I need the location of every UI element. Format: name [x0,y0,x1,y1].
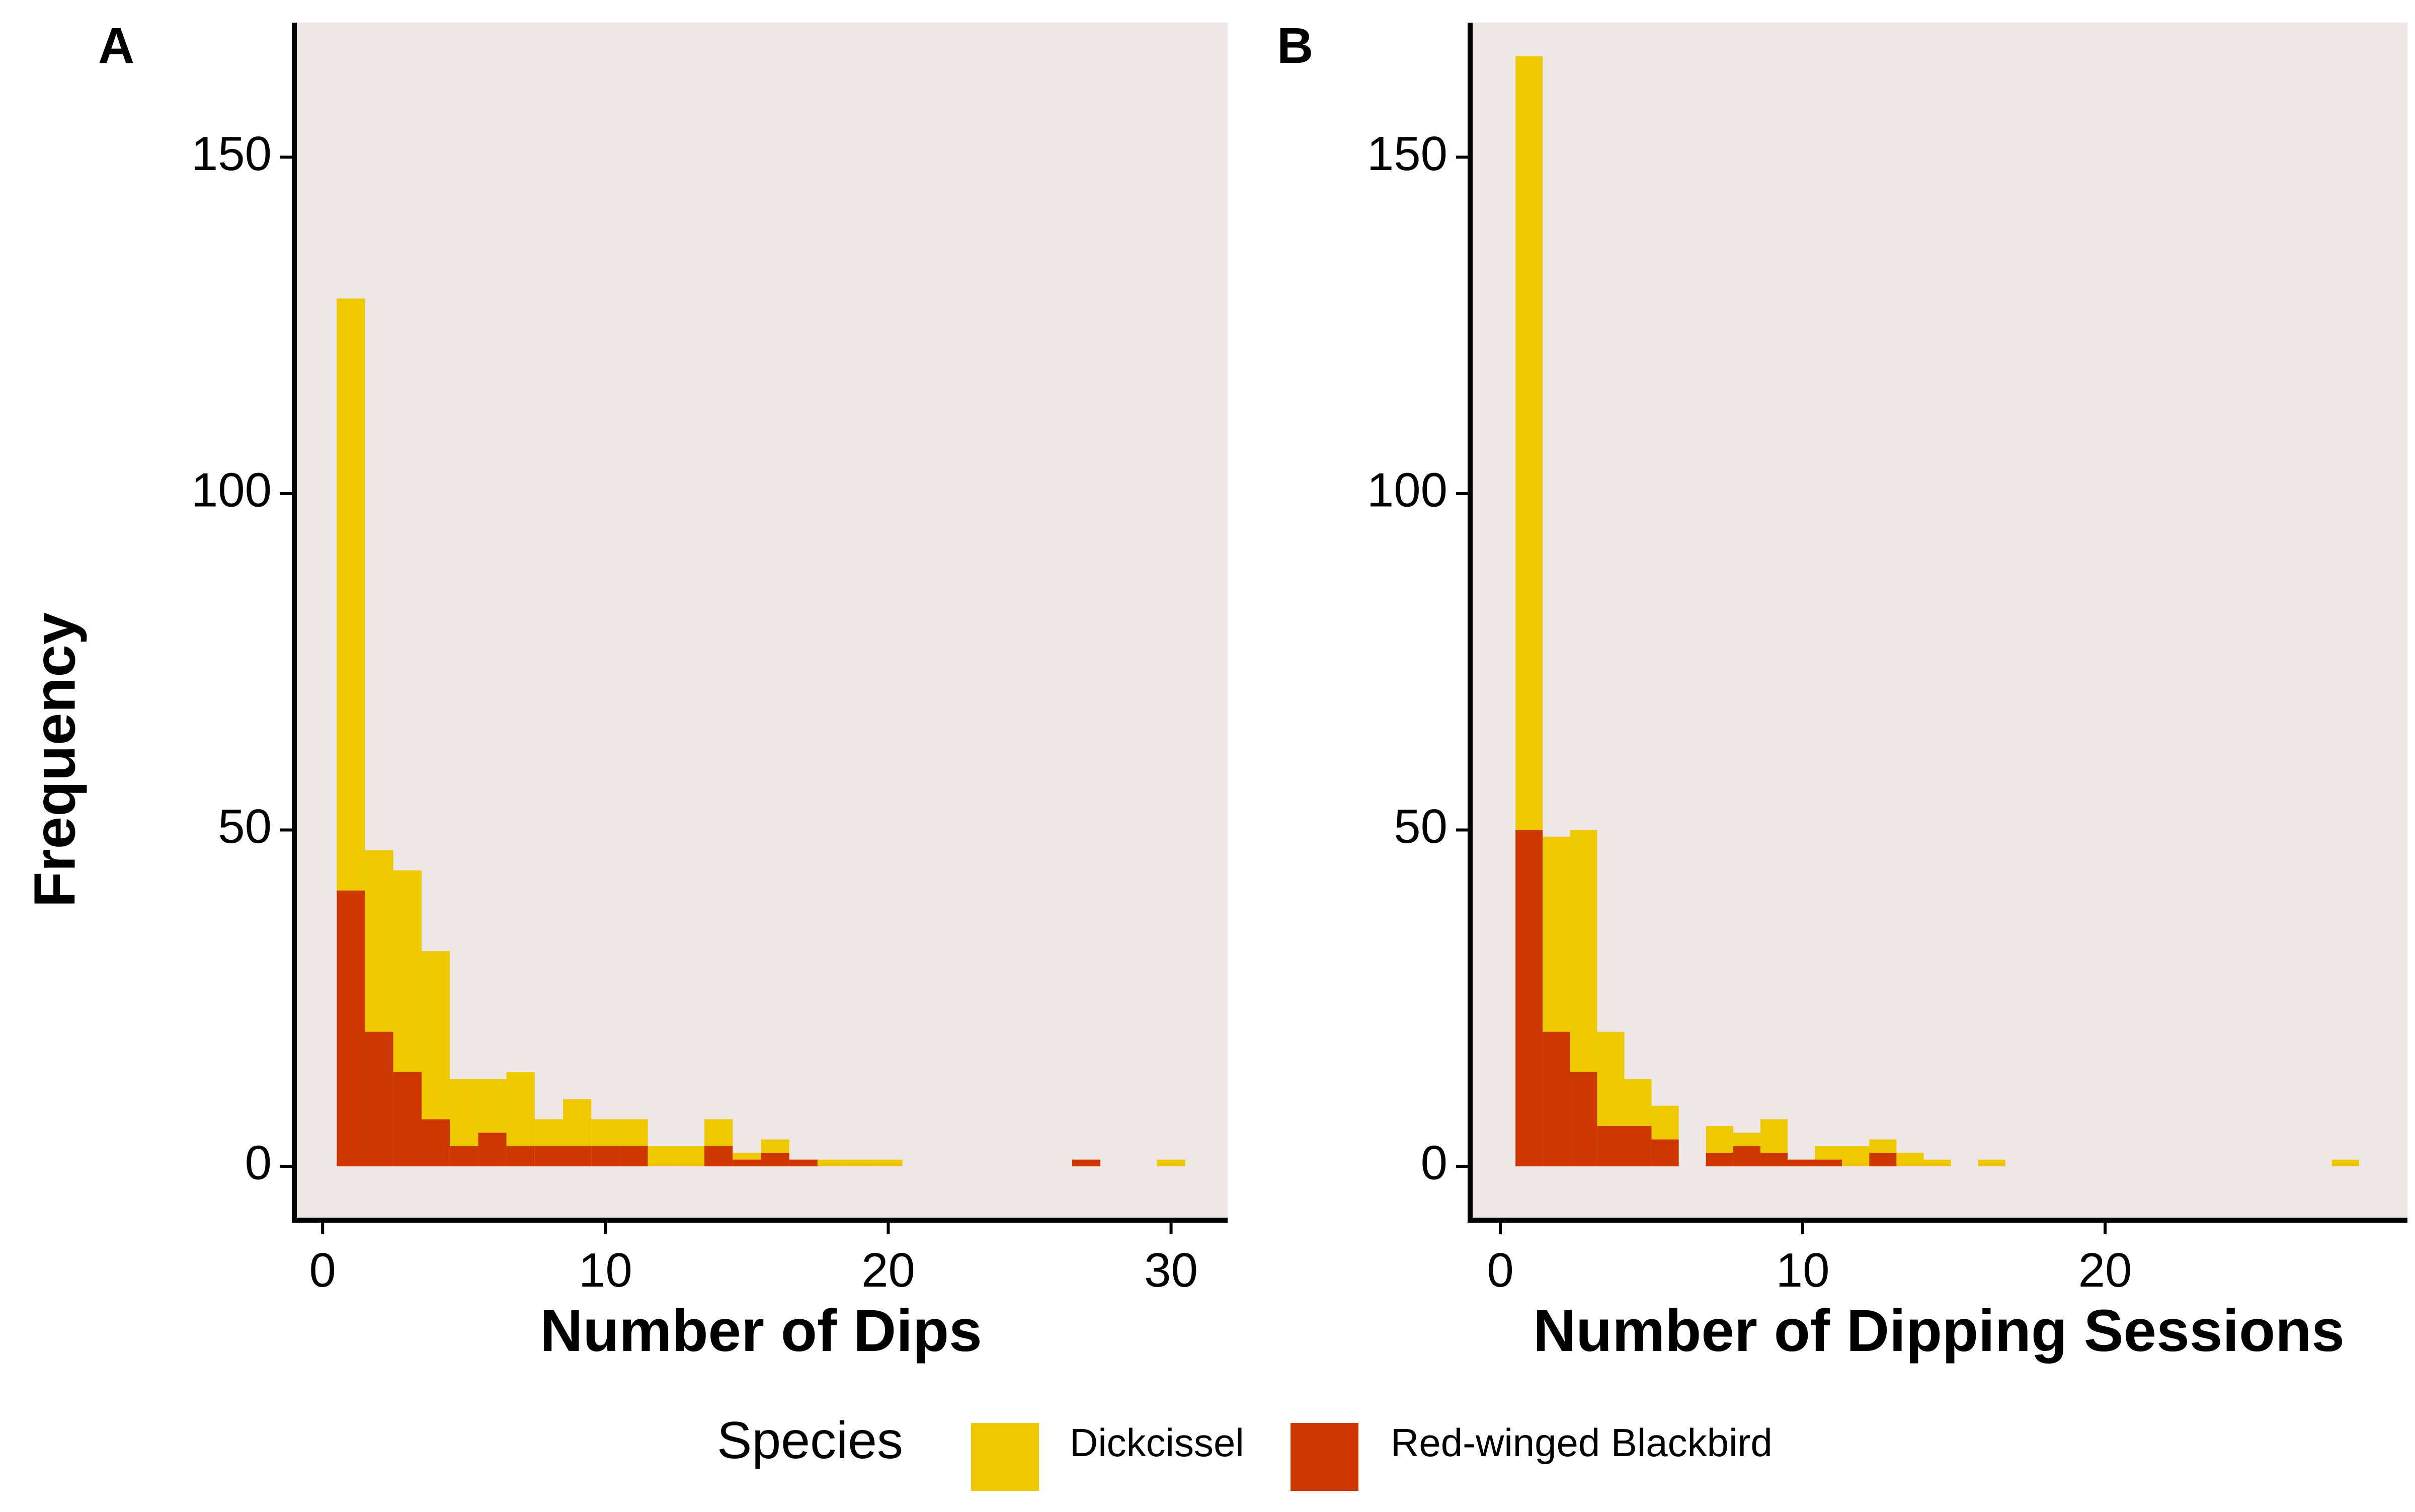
panel-a-bar-red-winged-blackbird-4 [450,1146,478,1167]
panel-b-label: B [1277,18,1313,74]
panel-b-bar-red-winged-blackbird-6 [1706,1153,1733,1167]
panel-a-bar-dickcissel-21 [1157,1159,1185,1167]
legend-label-dickcissel: Dickcissel [1070,1420,1244,1465]
panel-a-bar-red-winged-blackbird-3 [421,1119,450,1167]
panel-a-bar-dickcissel-6 [506,1072,535,1146]
panel-b-bar-dickcissel-14 [1923,1159,1951,1167]
panel-b-background [1470,23,2407,1220]
panel-b-bar-dickcissel-5 [1651,1105,1679,1140]
panel-a-bar-dickcissel-14 [733,1153,761,1160]
panel-a-bar-dickcissel-5 [478,1079,507,1133]
panel-b-bar-dickcissel-1 [1543,836,1570,1032]
panel-a-y-tick-label-2: 100 [191,463,272,517]
panel-a-x-tick-label-3: 30 [1144,1243,1198,1297]
panel-b-bar-red-winged-blackbird-5 [1651,1139,1679,1167]
panel-b-bar-dickcissel-4 [1624,1079,1652,1126]
panel-a-bar-dickcissel-7 [534,1119,564,1146]
panel-a-x-tick-label-2: 20 [861,1243,915,1297]
panel-a-bar-dickcissel-12 [676,1146,705,1167]
legend: Species Dickcissel Red-winged Blackbird [717,1411,1773,1491]
legend-swatch-red-winged-blackbird [1291,1423,1358,1491]
panel-a-bar-dickcissel-0 [337,298,365,891]
panel-a-bar-red-winged-blackbird-15 [761,1153,789,1167]
panel-b-x-tick-label-0: 0 [1487,1243,1513,1297]
panel-b-bar-red-winged-blackbird-1 [1543,1031,1570,1167]
panel-a: 0 50 100 150 0 10 20 30 Number of Dips A [98,18,1228,1364]
panel-b-bar-red-winged-blackbird-9 [1788,1159,1815,1167]
panel-b-bar-dickcissel-11 [1842,1146,1870,1167]
panel-b-bar-red-winged-blackbird-8 [1760,1153,1788,1167]
legend-swatch-dickcissel [971,1423,1039,1491]
panel-a-bar-dickcissel-2 [393,870,422,1072]
panel-a-bar-dickcissel-3 [421,951,450,1120]
panel-a-y-tick-label-1: 50 [218,800,272,853]
y-axis-title: Frequency [22,612,88,908]
panel-b-y-tick-label-1: 50 [1394,800,1447,853]
panel-a-bar-red-winged-blackbird-7 [534,1146,564,1167]
panel-a-bar-dickcissel-17 [817,1159,846,1167]
panel-a-x-axis-title: Number of Dips [540,1298,982,1364]
panel-a-bar-red-winged-blackbird-1 [365,1031,393,1167]
panel-b-bar-red-winged-blackbird-0 [1515,830,1543,1167]
panel-b-bar-red-winged-blackbird-2 [1570,1072,1597,1167]
panel-a-bar-red-winged-blackbird-8 [563,1146,592,1167]
panel-a-bar-dickcissel-1 [365,850,393,1032]
panel-a-bar-dickcissel-19 [874,1159,903,1167]
panel-a-y-tick-label-0: 0 [245,1136,272,1189]
panel-a-bar-dickcissel-10 [619,1119,648,1146]
panel-b-x-tick-label-1: 10 [1776,1243,1830,1297]
panel-b-bar-red-winged-blackbird-12 [1869,1153,1897,1167]
panel-b-bar-dickcissel-10 [1815,1146,1842,1160]
panel-b-bar-dickcissel-12 [1869,1139,1897,1153]
panel-b-x-tick-label-2: 20 [2078,1243,2132,1297]
panel-a-bar-red-winged-blackbird-6 [506,1146,535,1167]
panel-b-bar-dickcissel-6 [1706,1126,1733,1153]
panel-a-bar-red-winged-blackbird-10 [619,1146,648,1167]
panel-a-bar-dickcissel-15 [761,1139,789,1153]
panel-b-bar-red-winged-blackbird-10 [1815,1159,1842,1167]
panel-b-bar-dickcissel-0 [1515,56,1543,830]
panel-b-y-tick-label-2: 100 [1367,463,1447,517]
panel-a-bar-dickcissel-4 [450,1079,478,1146]
panel-b-bar-red-winged-blackbird-7 [1733,1146,1760,1167]
panel-b-y-tick-label-3: 150 [1367,127,1447,181]
panel-a-bar-red-winged-blackbird-0 [337,890,365,1167]
panel-b-bar-red-winged-blackbird-4 [1624,1126,1652,1167]
panel-a-bar-red-winged-blackbird-13 [704,1146,733,1167]
panel-a-bar-red-winged-blackbird-16 [789,1159,818,1167]
panel-a-bar-dickcissel-18 [846,1159,874,1167]
panel-a-bar-dickcissel-9 [591,1119,620,1146]
panel-a-bar-red-winged-blackbird-9 [591,1146,620,1167]
panel-b-bar-dickcissel-7 [1733,1133,1760,1146]
panel-a-bar-dickcissel-11 [648,1146,676,1167]
panel-b-bar-dickcissel-15 [1978,1159,2005,1167]
panel-b-bar-dickcissel-16 [2331,1159,2359,1167]
panel-a-bar-red-winged-blackbird-2 [393,1072,422,1167]
panel-b-bar-dickcissel-8 [1760,1119,1788,1153]
panel-b-bar-dickcissel-2 [1570,830,1597,1072]
legend-title: Species [717,1411,903,1470]
panel-b-y-tick-label-0: 0 [1421,1136,1447,1189]
panel-b-bar-red-winged-blackbird-3 [1597,1126,1625,1167]
legend-label-red-winged-blackbird: Red-winged Blackbird [1391,1420,1773,1465]
panel-a-bar-dickcissel-8 [563,1099,592,1146]
panel-b-bar-dickcissel-3 [1597,1031,1625,1126]
panel-a-bar-red-winged-blackbird-5 [478,1133,507,1167]
panel-a-x-tick-label-0: 0 [309,1243,336,1297]
panel-a-bar-dickcissel-13 [704,1119,733,1146]
panel-a-background [294,23,1228,1220]
panel-a-y-tick-label-3: 150 [191,127,272,181]
panel-a-bar-red-winged-blackbird-14 [733,1159,761,1167]
panel-a-x-tick-label-1: 10 [579,1243,632,1297]
panel-b-x-axis-title: Number of Dipping Sessions [1533,1298,2345,1364]
panel-a-bar-red-winged-blackbird-20 [1072,1159,1101,1167]
panel-a-label: A [98,18,134,74]
panel-b-bar-dickcissel-13 [1896,1153,1924,1167]
